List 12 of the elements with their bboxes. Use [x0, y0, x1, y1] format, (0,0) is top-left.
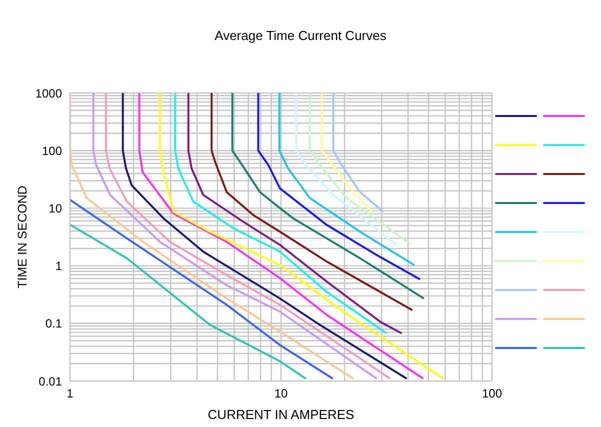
- y-tick-label: 1000: [35, 86, 62, 100]
- x-tick-label: 1: [66, 386, 74, 401]
- y-tick-label: 100: [42, 144, 62, 158]
- y-tick-label: 1: [55, 259, 62, 274]
- y-tick-label: 0.1: [45, 316, 62, 331]
- y-axis-title: TIME IN SECOND: [15, 186, 30, 288]
- chart-title: Average Time Current Curves: [214, 28, 388, 43]
- x-tick-label: 100: [482, 386, 502, 401]
- x-axis-title: CURRENT IN AMPERES: [208, 407, 355, 422]
- y-tick-label: 10: [48, 201, 62, 216]
- x-tick-label: 10: [274, 386, 288, 401]
- y-tick-label: 0.01: [38, 374, 62, 388]
